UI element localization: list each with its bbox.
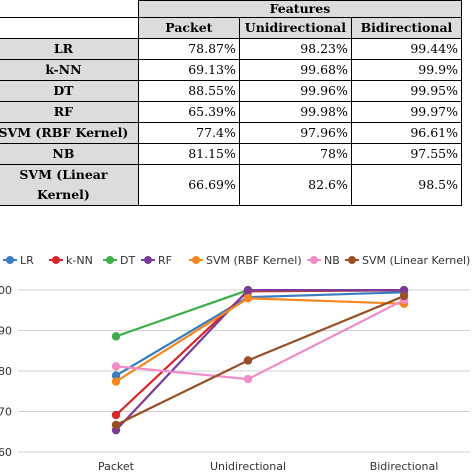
data-point [399, 291, 409, 301]
table-row: SVM (Linear Kernel) 66.69% 82.6% 98.5% [0, 164, 463, 206]
accuracy-cell: 96.61% [350, 122, 463, 144]
table-row: RF 65.39% 99.98% 99.97% [0, 101, 463, 123]
table-row: SVM (RBF Kernel) 77.4% 97.96% 96.61% [0, 122, 463, 144]
series-line [115, 289, 405, 416]
data-point [111, 371, 121, 380]
model-name-cell: SVM (RBF Kernel) [0, 122, 139, 144]
x-tick-label: Packet [98, 460, 135, 473]
accuracy-cell: 78% [238, 143, 352, 165]
x-tick-label: Unidirectional [210, 460, 286, 473]
accuracy-cell: 82.6% [238, 164, 352, 206]
y-axis-ticks: 60 70 80 90 100 [0, 284, 12, 459]
table-corner-cell [0, 17, 139, 39]
accuracy-cell: 99.95% [350, 80, 463, 102]
accuracy-line-chart: LR k-NN DT RF SVM (RBF Kernel) NB SVM (Linear … [0, 254, 470, 473]
results-table: Features Packet Unidirectional Bidirecti… [0, 0, 463, 206]
legend-swatch-dot [144, 256, 152, 264]
legend-label: NB [324, 254, 340, 267]
legend-swatch-dot [52, 256, 60, 264]
table-group-header-row: Features [0, 0, 463, 18]
legend-label: SVM (RBF Kernel) [206, 254, 302, 267]
accuracy-cell: 99.96% [238, 80, 352, 102]
accuracy-cell: 99.68% [238, 59, 352, 81]
accuracy-cell: 65.39% [137, 101, 240, 123]
series-line [115, 295, 405, 426]
model-name-cell: RF [0, 101, 139, 123]
series-line [115, 297, 405, 383]
model-name-cell: NB [0, 143, 139, 165]
data-point [243, 356, 253, 365]
table-column-header-row: Packet Unidirectional Bidirectional [0, 17, 463, 39]
accuracy-cell: 98.23% [238, 38, 352, 60]
y-tick-label: 80 [0, 365, 12, 378]
data-point [111, 377, 121, 386]
y-tick-label: 60 [0, 446, 12, 459]
series-line [115, 288, 405, 431]
x-tick-label: Bidirectional [370, 460, 439, 473]
legend-label: k-NN [66, 254, 93, 267]
table-row: LR 78.87% 98.23% 99.44% [0, 38, 463, 60]
series-line [115, 291, 405, 377]
accuracy-cell: 88.55% [137, 80, 240, 102]
legend-swatch-dot [192, 256, 200, 264]
accuracy-cell: 77.4% [137, 122, 240, 144]
accuracy-cell: 81.15% [137, 143, 240, 165]
data-point [111, 332, 121, 341]
features-header: Features [137, 0, 463, 18]
data-point [111, 420, 121, 430]
x-axis-ticks: Packet Unidirectional Bidirectional [98, 460, 438, 473]
table-corner-cell [0, 0, 139, 18]
accuracy-cell: 99.44% [350, 38, 463, 60]
series-line [115, 298, 405, 381]
chart-legend: LR k-NN DT RF SVM (RBF Kernel) NB SVM (Linear … [3, 254, 470, 267]
data-point [243, 294, 253, 303]
data-point [111, 362, 121, 371]
series-lines [115, 288, 405, 431]
accuracy-cell: 97.55% [350, 143, 463, 165]
data-point [111, 410, 121, 420]
accuracy-cell: 99.97% [350, 101, 463, 123]
legend-label: SVM (Linear Kernel) [362, 254, 470, 267]
model-name-cell: SVM (Linear Kernel) [0, 164, 139, 206]
legend-label: RF [158, 254, 172, 267]
table-row: DT 88.55% 99.96% 99.95% [0, 80, 463, 102]
legend-swatch-dot [348, 256, 356, 264]
data-point [399, 285, 409, 295]
column-header-unidirectional: Unidirectional [238, 17, 352, 39]
accuracy-cell: 78.87% [137, 38, 240, 60]
data-point [243, 374, 253, 384]
legend-label: DT [120, 254, 135, 267]
legend-swatch-dot [106, 256, 114, 264]
legend-swatch-dot [6, 256, 14, 264]
y-tick-label: 90 [0, 325, 12, 338]
column-header-bidirectional: Bidirectional [350, 17, 463, 39]
accuracy-cell: 69.13% [137, 59, 240, 81]
model-name-cell: LR [0, 38, 139, 60]
model-name-cell: k-NN [0, 59, 139, 81]
data-point [243, 285, 253, 295]
column-header-packet: Packet [137, 17, 240, 39]
table-row: NB 81.15% 78% 97.55% [0, 143, 463, 165]
chart-gridlines [18, 289, 470, 453]
accuracy-cell: 98.5% [350, 164, 463, 206]
legend-label: LR [20, 254, 34, 267]
y-tick-label: 100 [0, 284, 12, 297]
table-row: k-NN 69.13% 99.68% 99.9% [0, 59, 463, 81]
legend-swatch-dot [310, 256, 318, 264]
model-name-cell: DT [0, 80, 139, 102]
y-tick-label: 70 [0, 406, 12, 419]
accuracy-cell: 99.9% [350, 59, 463, 81]
accuracy-cell: 97.96% [238, 122, 352, 144]
series-points [111, 285, 409, 435]
accuracy-cell: 66.69% [137, 164, 240, 206]
accuracy-cell: 99.98% [238, 101, 352, 123]
